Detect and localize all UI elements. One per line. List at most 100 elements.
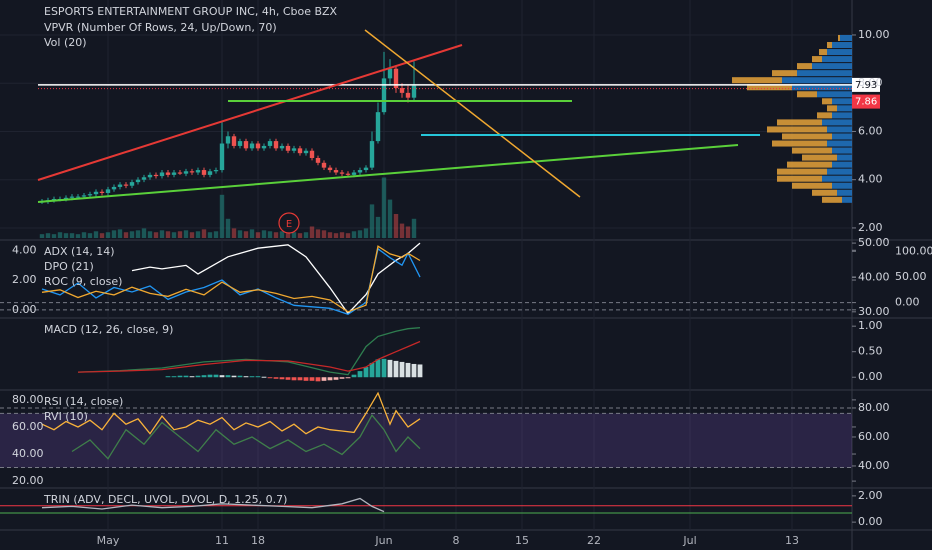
candle-body — [393, 68, 399, 89]
candle-body — [105, 189, 111, 193]
profile-up — [817, 91, 852, 98]
x-tick-label: 22 — [587, 534, 601, 547]
volume-bar — [93, 231, 99, 238]
chart-title: ESPORTS ENTERTAINMENT GROUP INC, 4h, Cbo… — [44, 5, 338, 18]
x-tick-label: 15 — [515, 534, 529, 547]
legend-entry: TRIN (ADV, DECL, UVOL, DVOL, D, 1.25, 0.… — [43, 493, 287, 506]
histogram-bar — [237, 375, 243, 378]
volume-bar — [369, 204, 375, 238]
volume-bar — [231, 228, 237, 238]
trend-line — [364, 29, 581, 198]
earnings-marker[interactable] — [278, 212, 300, 234]
candle-body — [363, 167, 369, 171]
y-tick-label: 4.00 — [12, 243, 37, 256]
candle-body — [399, 88, 405, 93]
histogram-bar — [315, 377, 321, 382]
y-tick-label: 40.00 — [858, 270, 890, 283]
candle-body — [177, 172, 183, 174]
price-label-box — [852, 77, 880, 92]
y-tick-label: 8.00 — [858, 76, 883, 89]
volume-bar — [39, 234, 45, 238]
histogram-bar — [231, 375, 237, 378]
candle-body — [129, 182, 135, 186]
histogram-bar — [303, 377, 309, 381]
profile-down — [747, 84, 792, 91]
y-tick-label: 50.00 — [895, 270, 927, 283]
profile-down — [827, 105, 837, 112]
volume-bar — [129, 231, 135, 238]
profile-down — [772, 70, 797, 77]
volume-bar — [45, 233, 51, 238]
profile-down — [767, 126, 827, 133]
volume-bar — [75, 234, 81, 238]
candle-body — [249, 143, 255, 149]
volume-bar — [225, 218, 231, 238]
x-tick-label: 8 — [453, 534, 460, 547]
profile-up — [832, 112, 852, 119]
histogram-bar — [219, 375, 225, 378]
volume-bar — [159, 230, 165, 238]
volume-bar — [81, 232, 87, 238]
candle-body — [315, 157, 321, 163]
candle-body — [219, 143, 225, 171]
candle-body — [135, 179, 141, 183]
volume-bar — [309, 226, 315, 238]
volume-bar — [123, 232, 129, 238]
y-tick-label: 60.00 — [858, 430, 890, 443]
profile-up — [812, 63, 852, 70]
volume-bar — [207, 232, 213, 238]
candle-body — [75, 196, 81, 198]
profile-down — [777, 168, 827, 175]
volume-bar — [321, 230, 327, 238]
volume-bar — [255, 232, 261, 238]
volume-bar — [117, 229, 123, 238]
candle-body — [339, 172, 345, 174]
candle-body — [261, 145, 267, 149]
candle-body — [237, 141, 243, 146]
candle-body — [225, 136, 231, 144]
volume-bar — [219, 194, 225, 238]
volume-bar — [171, 232, 177, 238]
profile-down — [822, 196, 842, 203]
candle-body — [69, 196, 75, 198]
volume-bar — [267, 231, 273, 238]
profile-down — [782, 133, 832, 140]
histogram-bar — [405, 362, 411, 378]
profile-up — [822, 175, 852, 182]
histogram-bar — [417, 364, 423, 378]
volume-bar — [189, 232, 195, 238]
series-line — [131, 242, 421, 315]
candle-body — [297, 148, 303, 154]
volume-bar — [237, 230, 243, 238]
volume-bar — [243, 231, 249, 238]
candle-body — [279, 145, 285, 149]
histogram-bar — [399, 361, 405, 378]
volume-bar — [153, 232, 159, 238]
volume-bar — [303, 232, 309, 238]
histogram-bar — [411, 363, 417, 378]
candle-body — [153, 174, 159, 177]
volume-bar — [57, 232, 63, 238]
volume-bar — [357, 230, 363, 238]
histogram-bar — [249, 376, 255, 378]
profile-up — [822, 119, 852, 126]
price-label-box — [852, 94, 880, 109]
candle-body — [123, 184, 129, 186]
y-tick-label: 0.00 — [858, 515, 883, 528]
candle-body — [303, 150, 309, 154]
volume-bar — [111, 230, 117, 238]
y-tick-label: 20.00 — [12, 474, 44, 487]
histogram-bar — [381, 358, 387, 378]
y-tick-label: 0.50 — [858, 345, 883, 358]
y-tick-label: 4.00 — [858, 173, 883, 186]
histogram-bar — [309, 377, 315, 381]
profile-up — [832, 42, 852, 49]
legend-entry: ADX (14, 14) — [44, 245, 115, 258]
profile-up — [842, 196, 852, 203]
volume-bar — [405, 226, 411, 238]
candle-body — [111, 186, 117, 190]
histogram-bar — [243, 376, 249, 378]
profile-down — [787, 161, 832, 168]
candle-body — [333, 170, 339, 173]
